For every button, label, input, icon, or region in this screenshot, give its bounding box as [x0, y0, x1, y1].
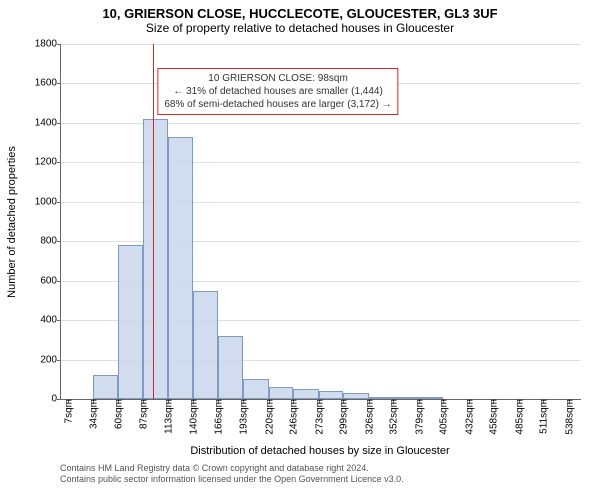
x-tick-label: 246sqm: [287, 399, 300, 435]
y-tick-label: 400: [40, 315, 61, 326]
histogram-bar: [369, 397, 394, 399]
marker-line: [153, 44, 154, 399]
histogram-bar: [93, 375, 118, 399]
histogram-bar: [118, 245, 143, 399]
y-tick-label: 1200: [35, 157, 61, 168]
y-tick-label: 800: [40, 236, 61, 247]
histogram-bar: [193, 291, 218, 399]
footer-note: Contains HM Land Registry data © Crown c…: [60, 463, 404, 485]
y-tick-label: 1000: [35, 196, 61, 207]
chart-title: 10, GRIERSON CLOSE, HUCCLECOTE, GLOUCEST…: [0, 0, 600, 21]
grid-line: [61, 241, 581, 242]
x-tick-label: 34sqm: [87, 399, 100, 429]
histogram-bar: [419, 397, 444, 399]
annotation-line: 68% of semi-detached houses are larger (…: [164, 98, 391, 111]
x-tick-label: 7sqm: [61, 399, 74, 423]
x-tick-label: 166sqm: [211, 399, 224, 435]
histogram-bar: [343, 393, 368, 399]
histogram-bar: [143, 119, 168, 399]
x-tick-label: 538sqm: [562, 399, 575, 435]
x-tick-label: 326sqm: [362, 399, 375, 435]
x-tick-label: 113sqm: [161, 399, 174, 434]
x-tick-label: 299sqm: [337, 399, 350, 435]
plot-area: 0200400600800100012001400160018007sqm34s…: [60, 44, 581, 400]
histogram-bar: [393, 397, 418, 399]
x-tick-label: 379sqm: [412, 399, 425, 435]
x-tick-label: 87sqm: [137, 399, 150, 429]
y-axis-label: Number of detached properties: [6, 146, 18, 298]
x-tick-label: 193sqm: [237, 399, 250, 435]
y-tick-label: 0: [51, 394, 61, 405]
x-tick-label: 432sqm: [462, 399, 475, 435]
x-tick-label: 405sqm: [437, 399, 450, 435]
annotation-line: 10 GRIERSON CLOSE: 98sqm: [164, 72, 391, 85]
grid-line: [61, 123, 581, 124]
annotation-line: ← 31% of detached houses are smaller (1,…: [164, 85, 391, 98]
y-tick-label: 600: [40, 275, 61, 286]
x-axis-label: Distribution of detached houses by size …: [190, 445, 449, 457]
chart-container: 10, GRIERSON CLOSE, HUCCLECOTE, GLOUCEST…: [0, 0, 600, 500]
y-tick-label: 1600: [35, 78, 61, 89]
histogram-bar: [319, 391, 344, 399]
grid-line: [61, 162, 581, 163]
x-tick-label: 220sqm: [262, 399, 275, 435]
x-tick-label: 458sqm: [487, 399, 500, 435]
x-tick-label: 140sqm: [187, 399, 200, 435]
x-tick-label: 485sqm: [512, 399, 525, 435]
x-tick-label: 352sqm: [387, 399, 400, 435]
y-tick-label: 1400: [35, 117, 61, 128]
x-tick-label: 60sqm: [111, 399, 124, 429]
histogram-bar: [293, 389, 318, 399]
y-tick-label: 200: [40, 354, 61, 365]
histogram-bar: [168, 137, 193, 399]
x-tick-label: 511sqm: [537, 399, 550, 434]
footer-line-2: Contains public sector information licen…: [60, 474, 404, 485]
histogram-bar: [218, 336, 243, 399]
grid-line: [61, 44, 581, 45]
footer-line-1: Contains HM Land Registry data © Crown c…: [60, 463, 404, 474]
annotation-box: 10 GRIERSON CLOSE: 98sqm← 31% of detache…: [157, 68, 398, 115]
histogram-bar: [269, 387, 294, 399]
histogram-bar: [243, 379, 268, 399]
chart-subtitle: Size of property relative to detached ho…: [0, 21, 600, 39]
grid-line: [61, 202, 581, 203]
y-tick-label: 1800: [35, 39, 61, 50]
x-tick-label: 273sqm: [312, 399, 325, 435]
